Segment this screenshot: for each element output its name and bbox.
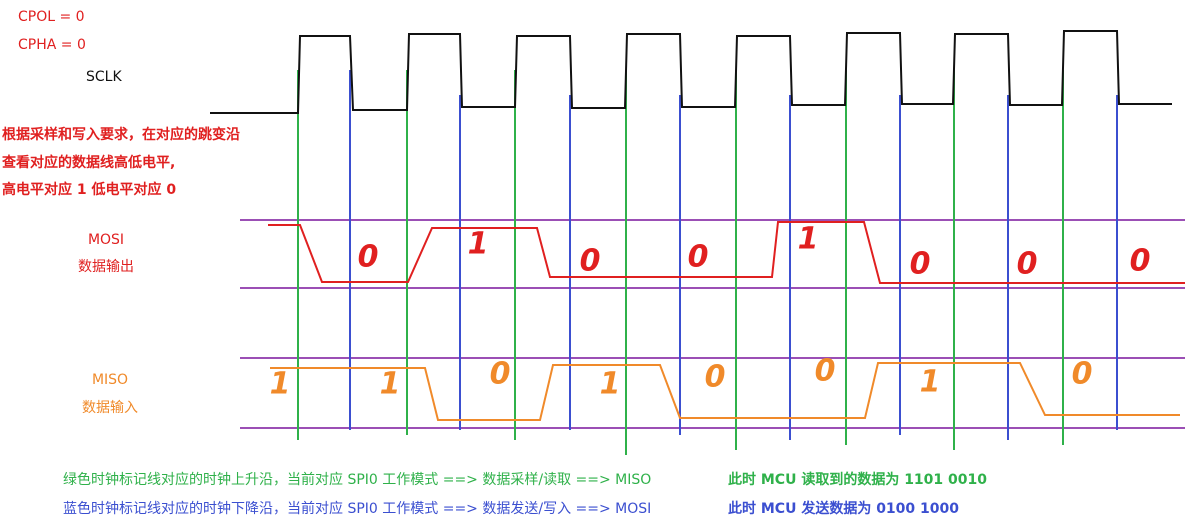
falling-edge-markers <box>349 70 1118 440</box>
sclk-label: SCLK <box>86 69 122 85</box>
mosi-bit: 0 <box>910 247 931 282</box>
cpol-label: CPOL = 0 <box>18 9 85 25</box>
note-line: 根据采样和写入要求，在对应的跳变沿 <box>2 126 240 143</box>
mosi-wave <box>268 221 1185 284</box>
rising-edge-markers <box>297 70 1064 455</box>
data-lane-borders <box>240 219 1185 429</box>
mosi-name: MOSI <box>88 232 124 248</box>
guides <box>210 30 1185 455</box>
mosi-bit: 0 <box>358 240 379 275</box>
mosi-bit: 0 <box>1017 247 1038 282</box>
miso-bit: 1 <box>600 367 621 402</box>
legend-result: 此时 MCU 读取到的数据为 1101 0010 <box>728 471 987 488</box>
miso-desc: 数据输入 <box>82 400 138 416</box>
legend-result: 此时 MCU 发送数据为 0100 1000 <box>728 500 959 517</box>
miso-bit: 1 <box>380 367 401 402</box>
mosi-bit: 1 <box>798 222 819 257</box>
mosi-bit: 0 <box>688 240 709 275</box>
miso-bit: 0 <box>815 354 836 389</box>
note-line: 查看对应的数据线高低电平, <box>2 154 175 171</box>
miso-bit: 1 <box>270 367 291 402</box>
sclk-wave <box>210 30 1172 114</box>
legend-text: 绿色时钟标记线对应的时钟上升沿，当前对应 SPI0 工作模式 ==> 数据采样/… <box>63 471 651 488</box>
miso-bit: 1 <box>920 365 941 400</box>
miso-bits: 1 1 0 1 0 0 1 0 <box>270 354 1093 402</box>
mosi-bit: 0 <box>580 244 601 279</box>
note: 根据采样和写入要求，在对应的跳变沿 查看对应的数据线高低电平, 高电平对应 1 … <box>2 126 240 198</box>
mosi-bits: 0 1 0 0 1 0 0 0 <box>358 222 1151 282</box>
miso-bit: 0 <box>490 357 511 392</box>
cpha-label: CPHA = 0 <box>18 37 86 53</box>
miso-bit: 0 <box>1072 357 1093 392</box>
note-line: 高电平对应 1 低电平对应 0 <box>2 181 176 198</box>
miso-name: MISO <box>92 372 128 388</box>
legend-text: 蓝色时钟标记线对应的时钟下降沿，当前对应 SPI0 工作模式 ==> 数据发送/… <box>63 500 651 517</box>
mosi-desc: 数据输出 <box>78 259 134 275</box>
mosi-bit: 0 <box>1130 244 1151 279</box>
mosi-bit: 1 <box>468 227 489 262</box>
miso-bit: 0 <box>705 360 726 395</box>
miso-wave <box>270 362 1180 421</box>
